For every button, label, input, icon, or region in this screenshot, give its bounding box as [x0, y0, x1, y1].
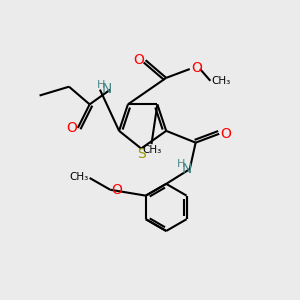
- Text: H: H: [97, 80, 106, 90]
- Text: O: O: [111, 183, 122, 197]
- Text: CH₃: CH₃: [70, 172, 89, 182]
- Text: N: N: [102, 82, 112, 96]
- Text: S: S: [137, 147, 146, 161]
- Text: O: O: [134, 53, 145, 67]
- Text: N: N: [182, 161, 192, 176]
- Text: O: O: [220, 127, 231, 141]
- Text: O: O: [66, 121, 77, 135]
- Text: CH₃: CH₃: [211, 76, 230, 86]
- Text: H: H: [177, 159, 186, 169]
- Text: CH₃: CH₃: [142, 145, 162, 155]
- Text: O: O: [191, 61, 202, 75]
